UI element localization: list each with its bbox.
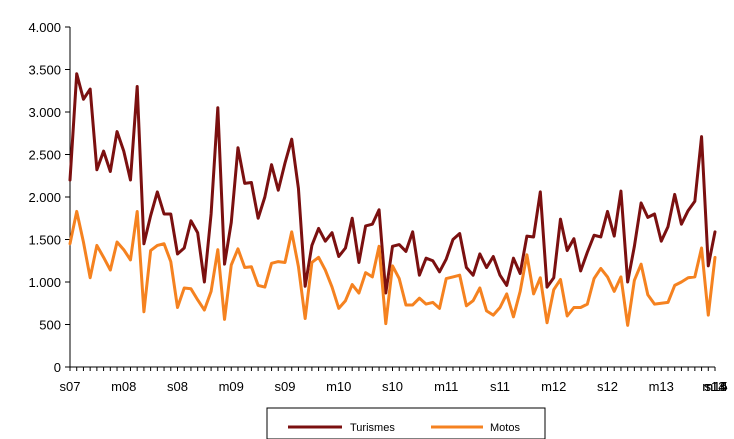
legend-label-motos: Motos — [490, 422, 520, 434]
x-tick-label: m12 — [541, 379, 566, 394]
x-tick-label: s07 — [60, 379, 81, 394]
y-tick-label: 1.500 — [28, 233, 61, 248]
series-line-motos — [68, 209, 717, 327]
y-tick-label: 1.000 — [28, 275, 61, 290]
x-tick-label: m11 — [434, 379, 458, 394]
y-tick-label: 2.500 — [28, 148, 61, 163]
plot-area: 0 500 1.000 1.500 2.000 2.500 3.000 3.500 4.000 s… — [28, 20, 727, 394]
x-tick-label: s12 — [597, 379, 618, 394]
y-tick-label: 2.000 — [28, 190, 61, 205]
legend-box — [266, 407, 546, 439]
y-tick-label: 0 — [54, 360, 61, 375]
x-tick-label: m14 — [702, 379, 727, 394]
y-tick-label: 3.500 — [28, 63, 61, 78]
x-tick-label: s08 — [167, 379, 188, 394]
x-tick-label: m13 — [649, 379, 674, 394]
series-line-turismes — [68, 72, 717, 295]
x-tick-label: m15 — [702, 379, 727, 394]
legend: Turismes Motos — [266, 407, 546, 439]
x-tick-label: s10 — [382, 379, 403, 394]
x-tick-label: s13 — [705, 379, 726, 394]
y-tick-label: 4.000 — [28, 20, 61, 35]
x-tick-label: m10 — [326, 379, 351, 394]
x-tick-label: s11 — [490, 379, 510, 394]
y-tick-label: 500 — [39, 318, 61, 333]
x-tick-label: s14 — [705, 379, 726, 394]
legend-label-turismes: Turismes — [350, 422, 395, 434]
y-tick-label: 3.000 — [28, 105, 61, 120]
x-tick-label: s09 — [275, 379, 296, 394]
x-tick-label: m09 — [219, 379, 244, 394]
x-tick-label: m08 — [111, 379, 136, 394]
